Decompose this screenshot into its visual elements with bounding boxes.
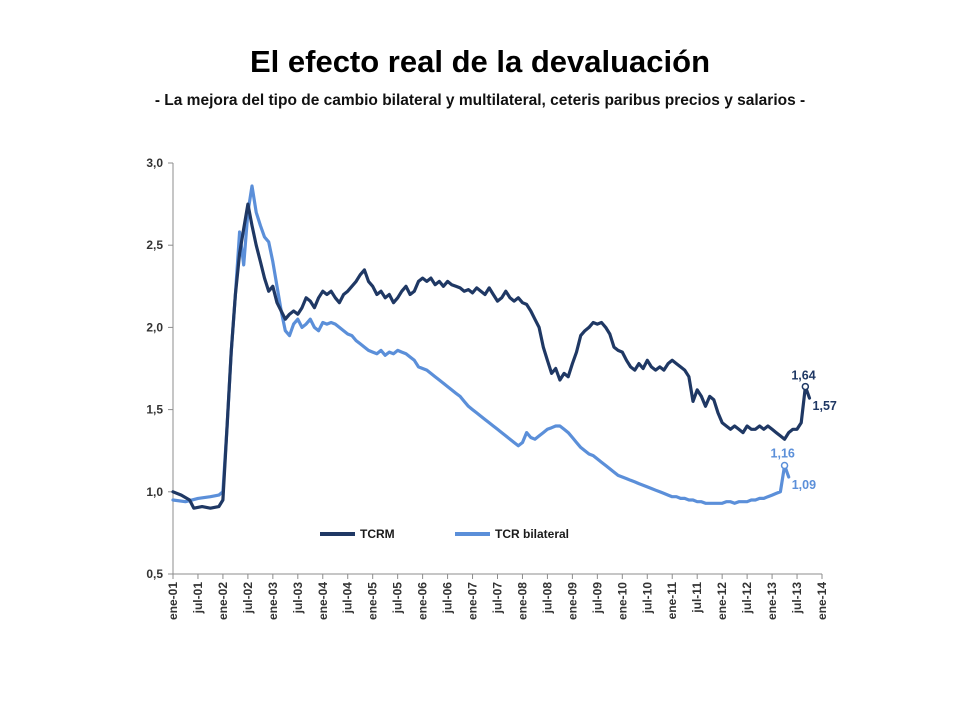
- x-tick-label: ene-11: [665, 582, 679, 620]
- data-label: 1,64: [791, 369, 815, 383]
- x-tick-label: jul-11: [690, 582, 704, 614]
- x-tick-label: jul-10: [640, 582, 654, 615]
- data-label: 1,09: [792, 478, 816, 492]
- legend-item-tcr-bilateral: TCR bilateral: [455, 527, 569, 541]
- x-tick-label: jul-12: [740, 582, 754, 615]
- data-label: 1,57: [813, 399, 837, 413]
- peak-marker: [780, 461, 789, 470]
- y-tick-label: 0,5: [146, 567, 163, 581]
- y-tick-label: 3,0: [146, 156, 163, 170]
- y-tick-label: 2,5: [146, 238, 163, 252]
- y-tick-label: 2,0: [146, 320, 163, 334]
- series-line-tcr-bilateral: [171, 184, 791, 505]
- x-tick-label: ene-03: [266, 582, 280, 620]
- legend-item-tcrm: TCRM: [320, 527, 395, 541]
- x-tick-label: jul-01: [191, 582, 205, 615]
- x-tick-label: ene-08: [515, 582, 529, 620]
- x-tick-label: ene-10: [615, 582, 629, 620]
- x-tick-label: ene-06: [416, 582, 430, 620]
- chart-legend: TCRM TCR bilateral: [320, 527, 569, 541]
- chart-annotations: 1,64 1,57 1,16 1,09: [771, 369, 837, 492]
- legend-label: TCR bilateral: [495, 527, 569, 541]
- y-tick-label: 1,5: [146, 403, 163, 417]
- x-tick-label: ene-14: [815, 582, 829, 620]
- x-tick-label: jul-08: [540, 582, 554, 615]
- x-tick-label: jul-02: [241, 582, 255, 615]
- legend-label: TCRM: [360, 527, 395, 541]
- x-tick-label: jul-05: [391, 582, 405, 615]
- x-tick-label: ene-07: [466, 582, 480, 620]
- x-tick-label: jul-09: [590, 582, 604, 615]
- peak-marker: [801, 382, 810, 391]
- y-tick-label: 1,0: [146, 485, 163, 499]
- series-line-tcrm: [171, 202, 812, 510]
- x-tick-label: ene-09: [565, 582, 579, 620]
- data-label: 1,16: [771, 446, 795, 460]
- x-tick-label: ene-02: [216, 582, 230, 620]
- x-tick-label: jul-06: [441, 582, 455, 615]
- x-tick-label: ene-01: [166, 582, 180, 620]
- x-tick-label: jul-07: [491, 582, 505, 615]
- x-tick-label: ene-12: [715, 582, 729, 620]
- x-tick-label: jul-13: [790, 582, 804, 615]
- x-tick-label: ene-05: [366, 582, 380, 620]
- x-tick-label: ene-04: [316, 582, 330, 620]
- x-tick-label: ene-13: [765, 582, 779, 620]
- x-tick-label: jul-03: [291, 582, 305, 615]
- slide-subtitle: - La mejora del tipo de cambio bilateral…: [154, 92, 806, 109]
- slide-title: El efecto real de la devaluación: [249, 44, 711, 79]
- x-tick-label: jul-04: [341, 582, 355, 615]
- chart-series: [171, 184, 812, 510]
